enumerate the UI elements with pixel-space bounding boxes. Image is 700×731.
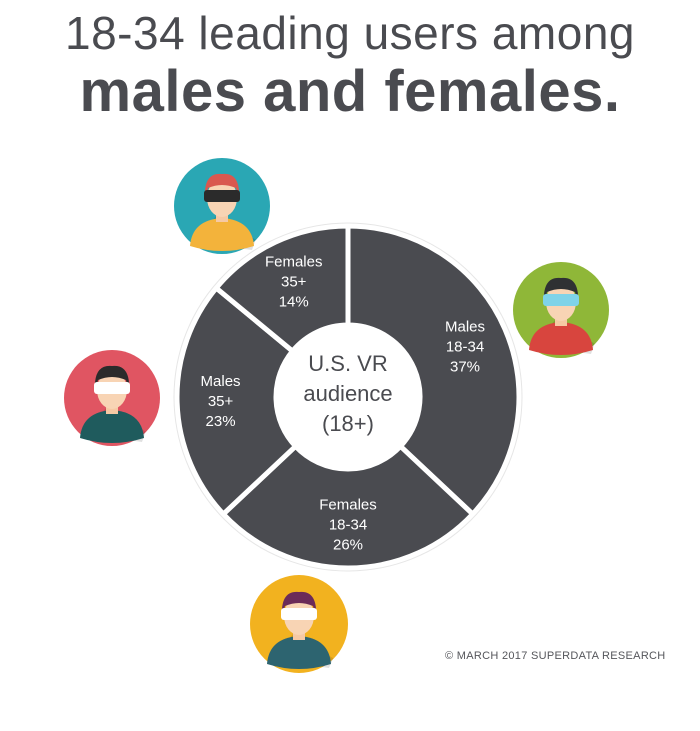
slice-label-line: 26% xyxy=(333,537,363,554)
slice-label-line: 18-34 xyxy=(329,517,367,534)
slice-label: Males 18-34 37% xyxy=(445,318,485,375)
slice-label-line: Females xyxy=(319,497,377,514)
center-label-line: audience xyxy=(303,381,392,406)
male-18-34-avatar-icon xyxy=(513,262,609,358)
female-35plus-avatar-icon xyxy=(174,158,270,254)
slice-label-line: 23% xyxy=(206,413,236,430)
female-18-34-avatar-icon xyxy=(250,575,348,673)
page-title-line-2: males and females. xyxy=(79,59,621,124)
slice-females-35- xyxy=(212,223,351,355)
center-label-line: (18+) xyxy=(322,411,374,436)
slice-label-line: Females xyxy=(265,254,323,271)
copyright-credit: © MARCH 2017 SUPERDATA RESEARCH xyxy=(445,650,666,662)
slice-label: Females 35+ 14% xyxy=(265,254,323,311)
center-label-line: U.S. VR xyxy=(308,351,387,376)
page-title-line-1: 18-34 leading users among xyxy=(65,7,635,59)
slice-label: Males 35+ 23% xyxy=(201,373,241,430)
slice-males-35- xyxy=(174,284,300,518)
slice-label-line: Males xyxy=(445,318,485,335)
slice-label-line: 35+ xyxy=(208,393,234,410)
slice-label-line: 37% xyxy=(450,358,480,375)
slice-label-line: 18-34 xyxy=(446,338,484,355)
slice-males-18-34 xyxy=(345,223,522,518)
donut-outer-ring xyxy=(173,222,523,572)
slice-label: Females 18-34 26% xyxy=(319,497,377,554)
slice-label-line: 35+ xyxy=(281,274,307,291)
slice-label-line: 14% xyxy=(279,294,309,311)
male-35plus-avatar-icon xyxy=(64,350,160,446)
slice-females-18-34 xyxy=(219,442,477,571)
slice-label-line: Males xyxy=(201,373,241,390)
center-label: U.S. VR audience (18+) xyxy=(303,351,392,436)
